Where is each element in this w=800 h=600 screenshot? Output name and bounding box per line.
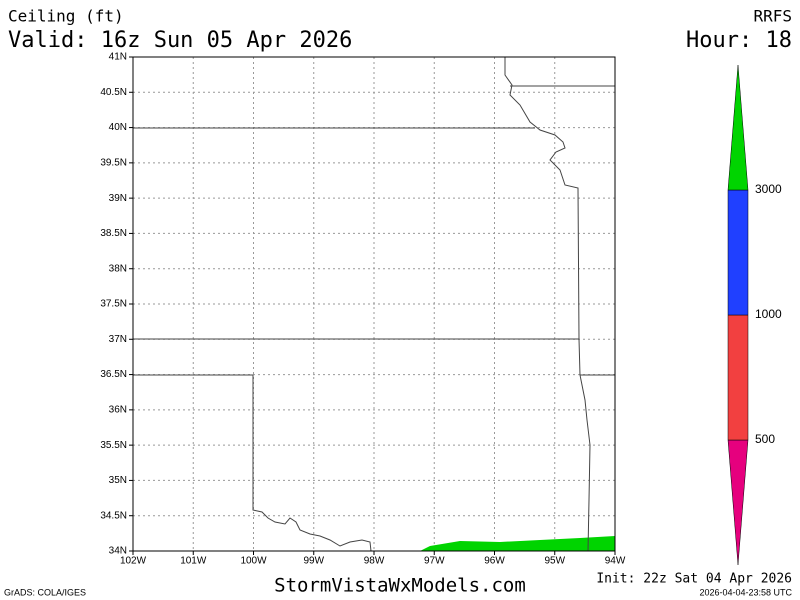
colorbar-segment <box>727 64 749 191</box>
lat-label: 35.5N <box>100 440 127 451</box>
lat-label: 39N <box>109 193 127 204</box>
colorbar-segment <box>727 189 749 316</box>
lon-label: 94W <box>605 556 626 567</box>
lat-label: 40N <box>109 122 127 133</box>
lat-label: 38.5N <box>100 228 127 239</box>
forecast-hour: Hour: 18 <box>686 28 792 53</box>
lat-label: 40.5N <box>100 87 127 98</box>
lat-label: 34N <box>109 546 127 557</box>
timestamp: 2026-04-04-23:58 UTC <box>699 587 792 597</box>
credit: GrADS: COLA/IGES <box>4 587 86 597</box>
colorbar-label: 1000 <box>755 307 782 321</box>
lon-label: 96W <box>484 556 505 567</box>
lat-label: 37N <box>109 334 127 345</box>
colorbar-label: 3000 <box>755 182 782 196</box>
lon-label: 99W <box>303 556 324 567</box>
lat-label: 39.5N <box>100 157 127 168</box>
lon-label: 102W <box>120 556 147 567</box>
colorbar-segment <box>727 314 749 441</box>
colorbar-segment <box>727 439 749 566</box>
init-time: Init: 22z Sat 04 Apr 2026 <box>596 572 792 587</box>
lon-label: 101W <box>180 556 207 567</box>
lat-label: 34.5N <box>100 510 127 521</box>
lat-label: 41N <box>109 52 127 63</box>
lat-label: 36.5N <box>100 369 127 380</box>
valid-time: Valid: 16z Sun 05 Apr 2026 <box>8 28 352 53</box>
title: Ceiling (ft) <box>8 7 124 26</box>
colorbar-label: 500 <box>755 432 775 446</box>
model: RRFS <box>753 7 792 26</box>
lat-label: 35N <box>109 475 127 486</box>
state-borders <box>133 57 615 552</box>
lat-label: 37.5N <box>100 299 127 310</box>
lon-label: 100W <box>240 556 267 567</box>
lat-label: 36N <box>109 404 127 415</box>
lat-label: 38N <box>109 263 127 274</box>
lon-label: 98W <box>364 556 385 567</box>
site: StormVistaWxModels.com <box>274 575 526 597</box>
ceiling-shading <box>420 536 615 551</box>
lon-label: 97W <box>424 556 445 567</box>
lon-label: 95W <box>544 556 565 567</box>
